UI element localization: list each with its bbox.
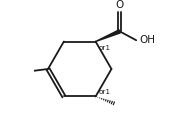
Text: O: O xyxy=(116,0,124,10)
Text: OH: OH xyxy=(139,35,155,45)
Text: or1: or1 xyxy=(99,45,111,51)
Polygon shape xyxy=(96,30,120,42)
Text: or1: or1 xyxy=(99,89,111,95)
